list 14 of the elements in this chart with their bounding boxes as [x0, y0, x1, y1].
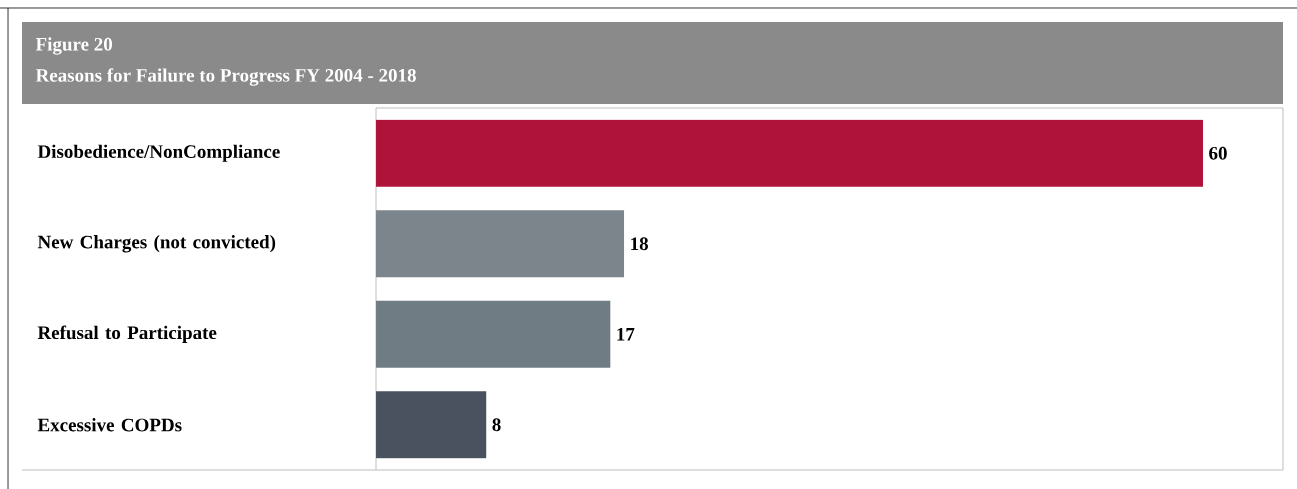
data-label: 17 — [617, 327, 635, 341]
text: Figure 20 — [35, 37, 113, 55]
data-label: 18 — [631, 237, 648, 251]
y-tick-label: Excessive COPDs — [37, 418, 182, 432]
y-tick-label: Refusal to Participate — [37, 325, 217, 343]
data-label: 8 — [492, 418, 501, 432]
bar — [376, 210, 625, 278]
chart-subtitle: Reasons for Failure to Progress FY 2004 - 2018 — [35, 68, 416, 86]
y-tick-label: New Charges (not convicted) — [37, 235, 276, 253]
bar — [376, 391, 487, 459]
data-label: 60 — [1209, 146, 1227, 160]
bar — [376, 119, 1203, 187]
y-tick-label: Disobedience/NonCompliance — [37, 144, 280, 162]
bar — [376, 300, 611, 368]
